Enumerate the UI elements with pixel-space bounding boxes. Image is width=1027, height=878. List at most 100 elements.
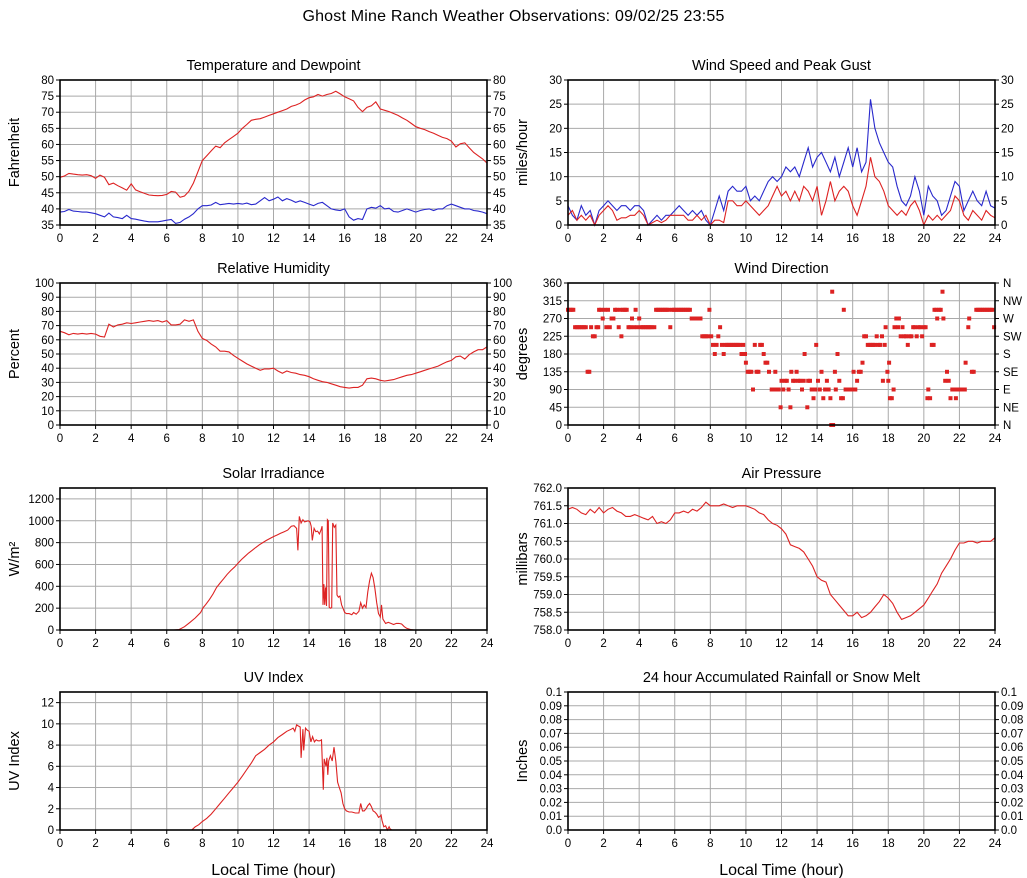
svg-text:70: 70 [41,107,54,119]
svg-text:90: 90 [549,385,562,397]
chart-title: Temperature and Dewpoint [186,58,360,74]
svg-text:16: 16 [338,233,351,245]
chart-wind-speed-gust: 0 0 5 5 10 10 15 15 20 20 25 25 30 30 0 2 4 6 8 10 12 14 16 18 2… [514,45,1027,250]
svg-text:18: 18 [374,638,387,650]
svg-text:400: 400 [35,581,54,593]
svg-text:60: 60 [493,139,506,151]
svg-text:270: 270 [543,314,562,326]
svg-text:10: 10 [740,638,753,650]
svg-text:45: 45 [493,188,506,200]
svg-text:12: 12 [267,638,280,650]
svg-text:4: 4 [128,638,135,650]
svg-text:12: 12 [267,838,280,850]
svg-text:14: 14 [303,838,316,850]
svg-text:40: 40 [493,363,506,375]
svg-text:18: 18 [882,233,895,245]
svg-text:0: 0 [57,838,63,850]
svg-text:600: 600 [35,559,54,571]
svg-text:35: 35 [493,220,506,232]
svg-text:759.5: 759.5 [533,572,562,584]
svg-text:0.1: 0.1 [1001,687,1017,699]
svg-text:75: 75 [41,91,54,103]
svg-text:10: 10 [549,172,562,184]
svg-text:20: 20 [41,392,54,404]
svg-text:W: W [1003,314,1014,326]
svg-text:10: 10 [41,719,54,731]
svg-text:22: 22 [445,233,458,245]
svg-text:70: 70 [493,321,506,333]
svg-text:135: 135 [543,367,562,379]
svg-text:14: 14 [811,838,824,850]
y-axis-label: Fahrenheit [7,118,23,187]
svg-text:NW: NW [1003,296,1022,308]
chart-uv-index: 0 2 4 6 8 10 12 0 2 4 6 8 10 12 14 16 18 20 22 24 UV Index UV… [0,655,513,878]
svg-text:8: 8 [199,233,205,245]
svg-text:0: 0 [565,433,571,445]
svg-text:10: 10 [232,838,245,850]
svg-text:0: 0 [1001,220,1007,232]
y-axis-label: Percent [7,329,23,379]
svg-text:20: 20 [549,123,562,135]
svg-text:25: 25 [1001,99,1014,111]
svg-text:15: 15 [1001,148,1014,160]
svg-text:24: 24 [481,433,494,445]
svg-text:0: 0 [57,638,63,650]
y-axis-label: W/m² [7,542,23,577]
svg-text:360: 360 [543,278,562,290]
chart-wind-direction: 0 N 45 NE 90 E 135 SE 180 S 225 SW 270 W 315 NW 360 N 0 2 4 6… [514,250,1027,455]
svg-text:0.01: 0.01 [540,811,562,823]
svg-text:12: 12 [267,233,280,245]
scatter-direction [566,289,997,427]
svg-text:4: 4 [48,783,55,795]
svg-text:0: 0 [48,420,54,432]
svg-text:6: 6 [164,233,170,245]
svg-text:0: 0 [48,825,54,837]
svg-text:40: 40 [41,204,54,216]
svg-text:40: 40 [41,363,54,375]
svg-text:10: 10 [740,433,753,445]
svg-text:0: 0 [57,433,63,445]
svg-text:16: 16 [338,433,351,445]
svg-text:760.5: 760.5 [533,536,562,548]
chart-title: Wind Speed and Peak Gust [692,58,871,74]
chart-title: UV Index [244,670,304,686]
svg-text:8: 8 [707,838,713,850]
svg-text:20: 20 [409,233,422,245]
svg-text:E: E [1003,385,1011,397]
chart-title: Solar Irradiance [222,466,324,482]
svg-text:0.07: 0.07 [1001,728,1023,740]
svg-text:70: 70 [493,107,506,119]
svg-text:20: 20 [917,838,930,850]
svg-text:10: 10 [740,233,753,245]
svg-text:761.5: 761.5 [533,501,562,513]
svg-text:4: 4 [636,838,643,850]
svg-text:20: 20 [409,838,422,850]
svg-text:4: 4 [128,233,135,245]
svg-text:22: 22 [445,433,458,445]
svg-text:10: 10 [232,433,245,445]
y-axis-label: UV Index [7,730,23,790]
svg-text:2: 2 [600,233,606,245]
svg-text:100: 100 [493,278,512,290]
svg-text:8: 8 [199,433,205,445]
svg-text:80: 80 [41,306,54,318]
svg-text:4: 4 [128,433,135,445]
svg-text:2: 2 [600,433,606,445]
svg-text:10: 10 [232,233,245,245]
svg-text:22: 22 [953,838,966,850]
svg-text:0.04: 0.04 [540,770,563,782]
svg-text:SE: SE [1003,367,1019,379]
y-axis-label: miles/hour [515,119,531,186]
svg-text:0.06: 0.06 [540,742,562,754]
svg-text:225: 225 [543,331,562,343]
svg-text:12: 12 [267,433,280,445]
svg-text:6: 6 [164,433,170,445]
chart-svg-air-pressure: 758.0 758.5 759.0 759.5 760.0 760.5 761.0 761.5… [515,466,1002,650]
svg-text:22: 22 [445,838,458,850]
svg-text:0: 0 [565,233,571,245]
svg-text:200: 200 [35,603,54,615]
svg-text:12: 12 [775,433,788,445]
svg-text:2: 2 [92,233,98,245]
